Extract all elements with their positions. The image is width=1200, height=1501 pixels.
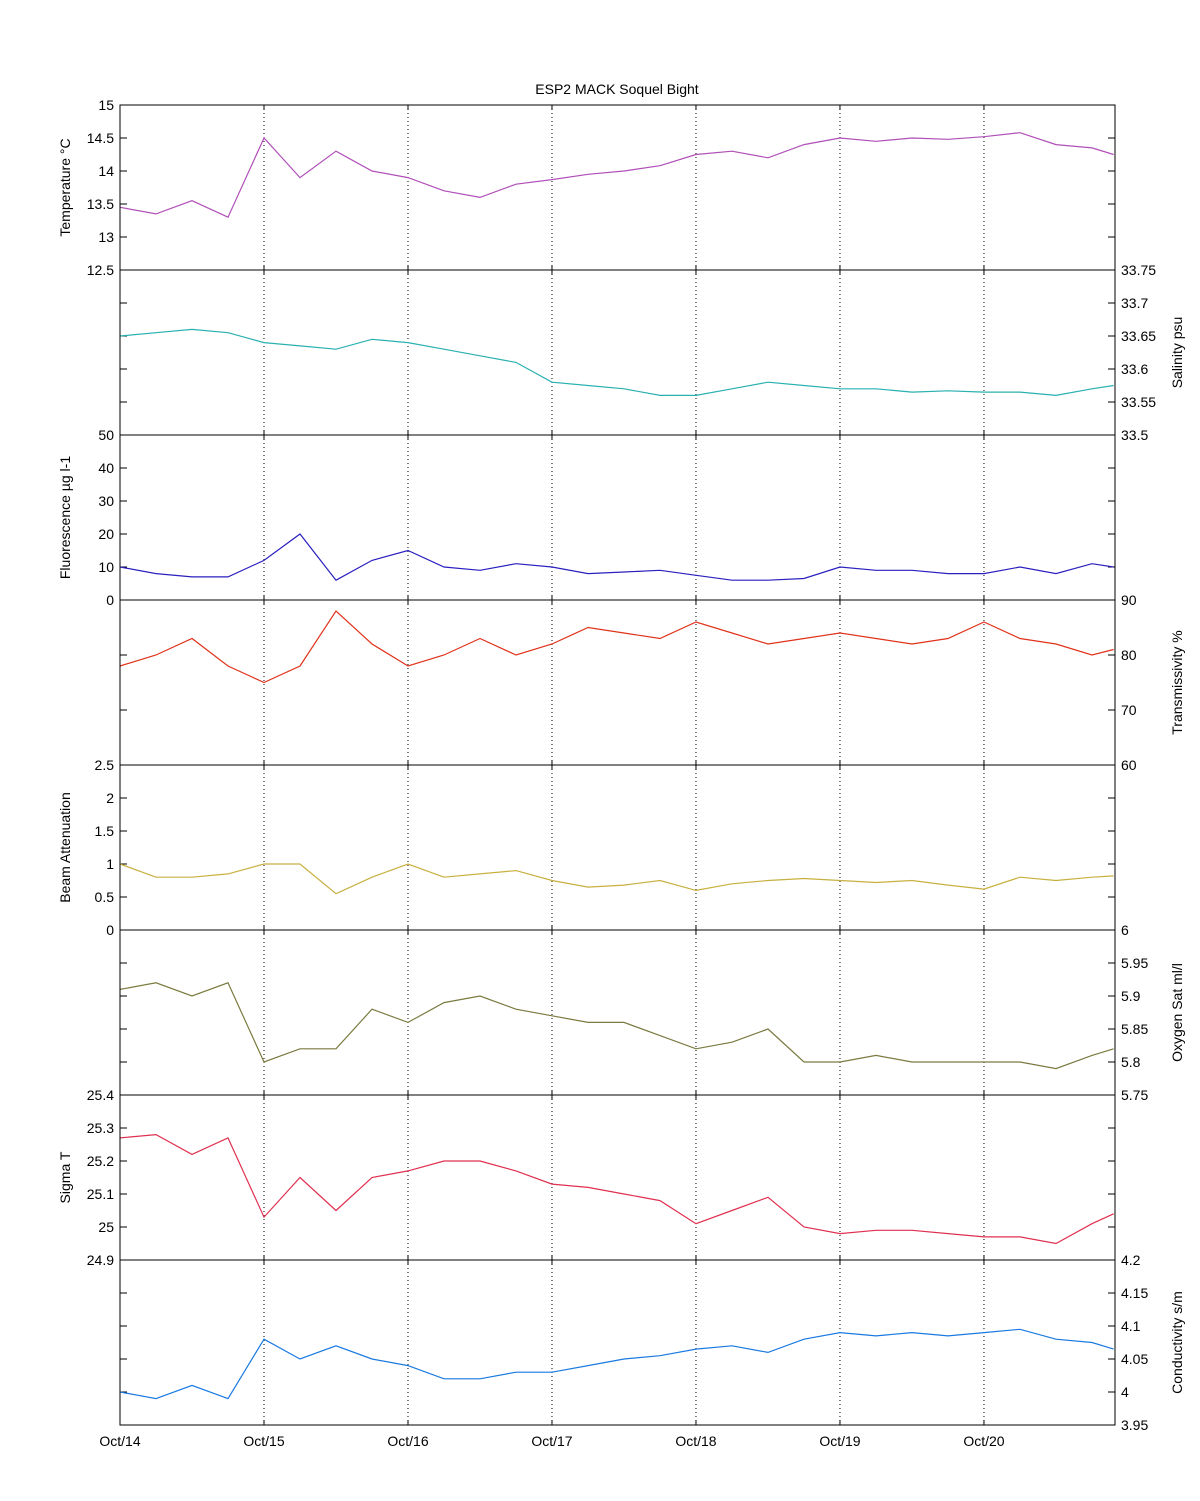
y-tick-label: 50 — [98, 427, 114, 443]
y-tick-label: 0.5 — [95, 889, 115, 905]
y-tick-label: 33.5 — [1121, 427, 1148, 443]
y-tick-label: 14 — [98, 163, 114, 179]
y-tick-label: 25.4 — [87, 1087, 114, 1103]
transmissivity-series-line — [119, 610, 1114, 684]
conductivity-panel-frame — [119, 1259, 1116, 1426]
y-tick-label: 0 — [106, 592, 114, 608]
conductivity-axis-label: Conductivity s/m — [1169, 1291, 1185, 1394]
y-tick-label: 25.2 — [87, 1153, 114, 1169]
y-tick-label: 5.75 — [1121, 1087, 1148, 1103]
y-tick-label: 4.1 — [1121, 1318, 1141, 1334]
beam-attenuation-panel-frame — [119, 764, 1116, 931]
transmissivity-axis-label: Transmissivity % — [1169, 630, 1185, 735]
x-tick-label: Oct/18 — [675, 1433, 716, 1449]
chart-title: ESP2 MACK Soquel Bight — [535, 81, 699, 97]
y-tick-label: 60 — [1121, 757, 1137, 773]
y-tick-label: 12.5 — [87, 262, 114, 278]
temperature-panel-frame — [119, 104, 1116, 271]
y-tick-label: 33.55 — [1121, 394, 1156, 410]
x-tick-label: Oct/20 — [963, 1433, 1004, 1449]
x-tick-label: Oct/14 — [99, 1433, 140, 1449]
x-tick-label: Oct/19 — [819, 1433, 860, 1449]
y-tick-label: 4.2 — [1121, 1252, 1141, 1268]
y-tick-label: 0 — [106, 922, 114, 938]
y-tick-label: 33.65 — [1121, 328, 1156, 344]
oxygen-sat-series-line — [119, 982, 1114, 1070]
fluorescence-axis-label: Fluorescence µg l-1 — [57, 456, 73, 579]
x-tick-label: Oct/16 — [387, 1433, 428, 1449]
y-tick-label: 4.05 — [1121, 1351, 1148, 1367]
y-tick-label: 5.9 — [1121, 988, 1141, 1004]
y-tick-label: 5.95 — [1121, 955, 1148, 971]
y-tick-label: 13 — [98, 229, 114, 245]
y-tick-label: 1.5 — [95, 823, 115, 839]
y-tick-label: 13.5 — [87, 196, 114, 212]
sigma-t-series-line — [119, 1133, 1114, 1245]
oxygen-sat-panel-frame — [119, 929, 1116, 1096]
y-tick-label: 2.5 — [95, 757, 115, 773]
transmissivity-panel-frame — [119, 599, 1116, 766]
salinity-panel-frame — [119, 269, 1116, 436]
y-tick-label: 15 — [98, 97, 114, 113]
salinity-series-line — [119, 328, 1114, 397]
y-tick-label: 25 — [98, 1219, 114, 1235]
fluorescence-series-line — [119, 533, 1114, 581]
y-tick-label: 5.8 — [1121, 1054, 1141, 1070]
conductivity-series-line — [119, 1328, 1114, 1400]
y-tick-label: 25.1 — [87, 1186, 114, 1202]
y-tick-label: 33.75 — [1121, 262, 1156, 278]
y-tick-label: 1 — [106, 856, 114, 872]
salinity-axis-label: Salinity psu — [1169, 317, 1185, 389]
beam-attenuation-axis-label: Beam Attenuation — [57, 792, 73, 903]
y-tick-label: 4 — [1121, 1384, 1129, 1400]
y-tick-label: 25.3 — [87, 1120, 114, 1136]
oxygen-sat-axis-label: Oxygen Sat ml/l — [1169, 963, 1185, 1062]
y-tick-label: 70 — [1121, 702, 1137, 718]
x-tick-label: Oct/17 — [531, 1433, 572, 1449]
y-tick-label: 90 — [1121, 592, 1137, 608]
y-tick-label: 10 — [98, 559, 114, 575]
y-tick-label: 6 — [1121, 922, 1129, 938]
x-tick-label: Oct/15 — [243, 1433, 284, 1449]
y-tick-label: 4.15 — [1121, 1285, 1148, 1301]
y-tick-label: 33.7 — [1121, 295, 1148, 311]
y-tick-label: 14.5 — [87, 130, 114, 146]
beam-attenuation-series-line — [119, 863, 1114, 895]
y-tick-label: 2 — [106, 790, 114, 806]
fluorescence-panel-frame — [119, 434, 1116, 601]
y-tick-label: 3.95 — [1121, 1417, 1148, 1433]
temperature-axis-label: Temperature °C — [57, 138, 73, 236]
sigma-t-axis-label: Sigma T — [57, 1151, 73, 1203]
temperature-series-line — [119, 132, 1114, 218]
y-tick-label: 33.6 — [1121, 361, 1148, 377]
y-tick-label: 30 — [98, 493, 114, 509]
y-tick-label: 20 — [98, 526, 114, 542]
y-tick-label: 80 — [1121, 647, 1137, 663]
y-tick-label: 5.85 — [1121, 1021, 1148, 1037]
y-tick-label: 24.9 — [87, 1252, 114, 1268]
y-tick-label: 40 — [98, 460, 114, 476]
